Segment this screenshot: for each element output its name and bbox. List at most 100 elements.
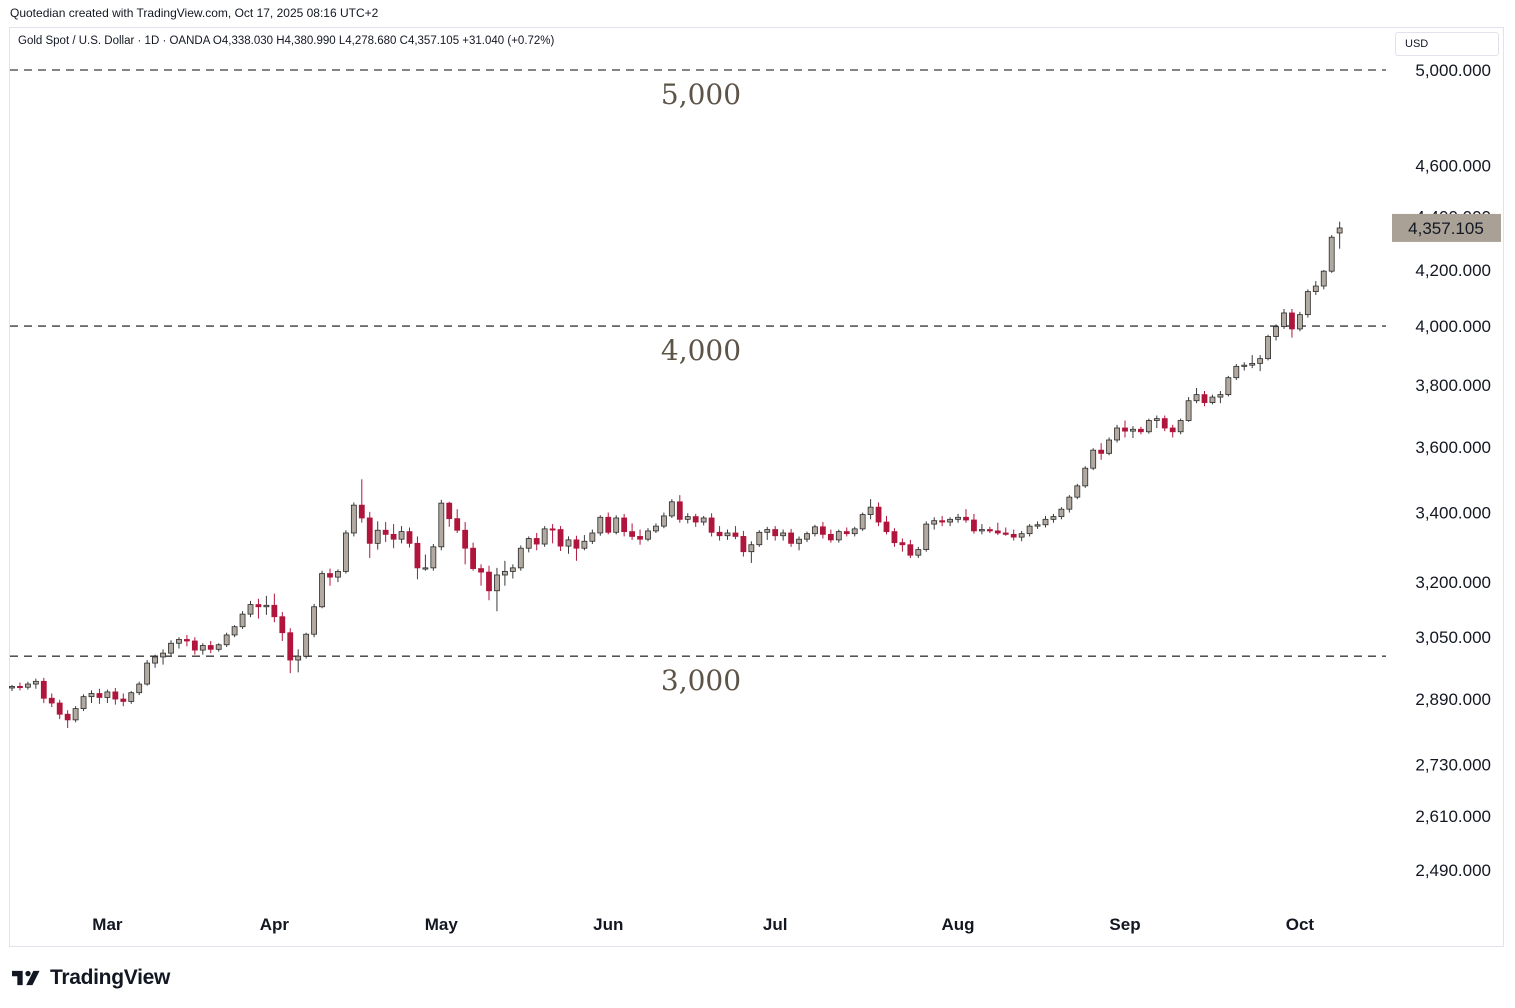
candle-body <box>80 696 87 710</box>
candle-body <box>557 529 564 547</box>
candle-body <box>986 529 993 532</box>
candle-body <box>549 528 556 531</box>
candle-body <box>780 532 787 537</box>
candle-body <box>1066 496 1073 510</box>
candle-body <box>875 506 882 523</box>
price-tick-label: 3,050.000 <box>1415 628 1491 647</box>
candle-body <box>700 517 707 523</box>
candle-body <box>446 502 453 520</box>
symbol-legend[interactable]: Gold Spot / U.S. Dollar · 1D · OANDA O4,… <box>18 35 555 47</box>
candle-body <box>676 501 683 520</box>
candle-body <box>40 680 47 699</box>
chart-frame <box>9 27 1504 947</box>
candle-body <box>438 502 445 548</box>
candle-body <box>358 504 365 519</box>
candle-body <box>939 520 946 523</box>
candle-body <box>144 662 151 685</box>
candle-body <box>191 640 198 651</box>
time-tick-label: Sep <box>1109 915 1140 934</box>
last-price-box <box>1392 213 1501 242</box>
time-tick-label: Mar <box>92 915 123 934</box>
candle-body <box>263 604 270 608</box>
candle-body <box>1185 400 1192 421</box>
candle-body <box>350 504 357 534</box>
candle-body <box>1122 427 1128 432</box>
candle-body <box>1304 291 1311 316</box>
candle-body <box>327 573 333 578</box>
candle-body <box>533 538 540 545</box>
candle-body <box>1201 394 1208 403</box>
candle-body <box>1130 428 1136 432</box>
candle-body <box>804 533 810 540</box>
candle-body <box>517 547 524 569</box>
candle-body <box>470 547 477 569</box>
price-axis[interactable]: 5,000.0004,600.0004,400.0004,200.0004,00… <box>1415 61 1491 880</box>
candle-body <box>915 549 922 556</box>
candle-body <box>740 536 747 553</box>
candle-body <box>867 506 874 515</box>
candle-body <box>279 616 286 634</box>
candle-body <box>1312 285 1319 292</box>
candle-body <box>581 540 588 549</box>
candle-body <box>1209 396 1216 403</box>
candle-body <box>891 531 898 544</box>
candle-body <box>827 533 834 541</box>
candle-body <box>1090 449 1097 469</box>
candle-body <box>112 691 119 700</box>
candle-body <box>637 536 643 540</box>
candle-body <box>1225 377 1232 396</box>
candle-body <box>605 516 612 533</box>
candle-body <box>812 526 818 535</box>
time-axis[interactable]: Mar Apr May Jun Jul Aug Sep Oct <box>92 915 1314 934</box>
candle-body <box>183 639 190 642</box>
candle-body <box>1297 314 1303 330</box>
candle-body <box>1177 420 1184 433</box>
candle-body <box>851 528 858 535</box>
level-label: 3,000 <box>661 664 741 697</box>
candle-body <box>406 531 413 544</box>
candle-body <box>215 644 222 650</box>
price-tick-label: 2,730.000 <box>1415 755 1491 774</box>
candle-body <box>24 683 31 688</box>
candle-body <box>692 516 699 523</box>
candle-body <box>382 529 389 535</box>
candle-body <box>430 546 437 569</box>
candle-body <box>1281 312 1287 328</box>
candle-body <box>1241 364 1248 367</box>
candle-body <box>390 533 397 540</box>
price-tick-label: 4,600.000 <box>1415 157 1491 176</box>
candle-body <box>1018 533 1025 538</box>
currency-selector[interactable]: USD <box>1395 32 1499 56</box>
candle-body <box>843 531 850 535</box>
candle-body <box>1289 312 1295 330</box>
time-tick-label: Jun <box>593 915 623 934</box>
candle-body <box>1098 449 1105 454</box>
candle-body <box>1233 365 1240 379</box>
candle-body <box>207 645 214 650</box>
candle-body <box>748 544 755 553</box>
level-label: 4,000 <box>661 334 741 367</box>
candle-body <box>716 531 723 537</box>
candle-body <box>1026 525 1033 535</box>
candle-body <box>788 532 794 544</box>
candle-body <box>478 568 484 573</box>
candle-body <box>176 639 182 644</box>
price-tick-label: 4,200.000 <box>1415 261 1491 280</box>
candle-body <box>1328 236 1335 272</box>
chart-credit: Quotedian created with TradingView.com, … <box>10 6 379 20</box>
price-tick-label: 2,890.000 <box>1415 690 1491 709</box>
candle-body <box>971 519 977 532</box>
candle-body <box>120 698 127 702</box>
candle-body <box>1217 394 1224 398</box>
candle-body <box>724 532 731 537</box>
candle-body <box>239 613 246 628</box>
brand[interactable]: TradingView <box>12 966 170 990</box>
candle-body <box>565 539 572 547</box>
candle-body <box>597 516 604 534</box>
candle-body <box>1106 439 1112 454</box>
candle-body <box>764 529 771 533</box>
candle-body <box>1257 358 1264 364</box>
candle-body <box>979 529 985 532</box>
time-tick-label: Aug <box>942 915 975 934</box>
